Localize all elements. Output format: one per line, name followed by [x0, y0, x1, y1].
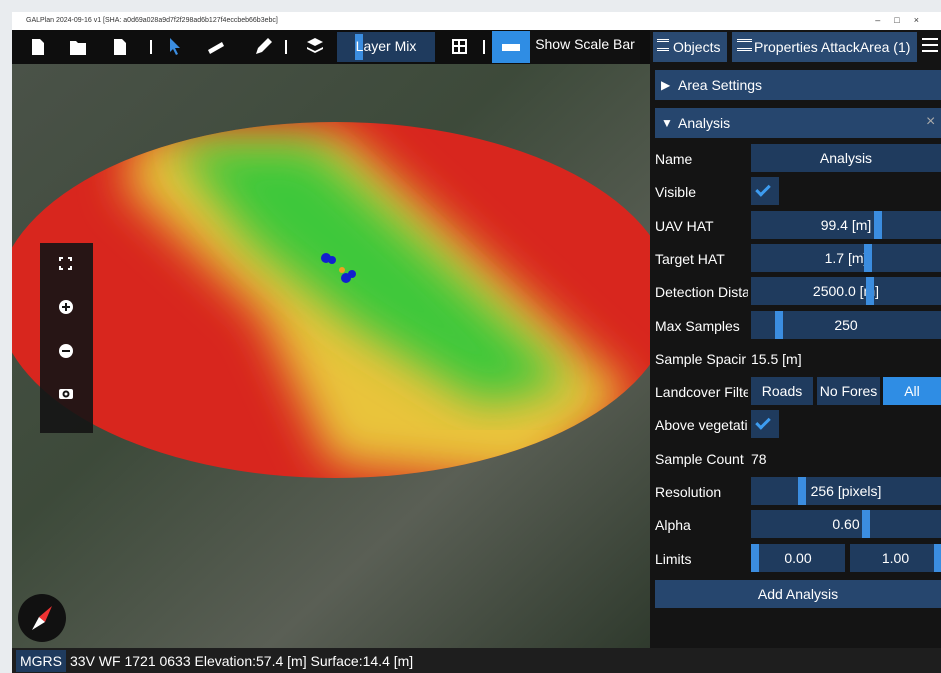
row-value: 78	[751, 450, 767, 467]
row-value: 15.5 [m]	[751, 350, 802, 367]
side-panel: Objects Properties AttackArea (1) ▶ Area Se…	[650, 30, 941, 648]
filter-button[interactable]: No Fores	[817, 377, 880, 406]
row-label: Above vegetati	[655, 417, 748, 434]
row-label: Sample Spacir	[655, 350, 747, 367]
toolbar: Layer Mix Show Scale Bar	[12, 30, 650, 64]
slider-handle[interactable]	[798, 477, 806, 505]
slider-handle[interactable]	[355, 34, 363, 60]
section-title: Analysis	[678, 115, 731, 131]
filter-button[interactable]: All	[883, 377, 941, 406]
row-label: Max Samples	[655, 317, 740, 334]
tooltip: Show Scale Bar	[535, 36, 635, 52]
control-glyphs	[62, 303, 70, 398]
limit-slider[interactable]: 0.00	[751, 543, 845, 572]
ruler-icon	[502, 44, 520, 51]
row-label: Alpha	[655, 517, 691, 534]
row-label: Detection Dista	[655, 284, 748, 301]
objects[interactable]	[321, 253, 356, 283]
status-bar: MGRS 33V WF 1721 0633 Elevation:57.4 [m]…	[12, 648, 941, 673]
slider[interactable]: 99.4 [m]	[751, 210, 941, 239]
slider[interactable]: 0.60	[751, 510, 941, 539]
section-header[interactable]	[655, 70, 941, 100]
section-title: Area Settings	[678, 77, 763, 93]
section-header[interactable]	[655, 108, 941, 138]
row-label: Visible	[655, 184, 696, 201]
slider[interactable]: 1.7 [m]	[751, 243, 941, 272]
panel-tab[interactable]: Objects	[653, 32, 727, 62]
draw-icon[interactable]	[256, 38, 272, 54]
row-label: Sample Count	[655, 450, 744, 467]
row-label: Resolution	[655, 484, 722, 500]
compass-needle	[32, 617, 45, 630]
panel-tab[interactable]: Properties AttackArea (1)	[732, 32, 917, 62]
slider-handle[interactable]	[751, 543, 759, 572]
checkbox[interactable]	[751, 410, 779, 439]
layer-mix-slider[interactable]	[337, 32, 435, 62]
section-arrow: ▶	[661, 78, 671, 92]
layer-mix-label: Layer Mix	[356, 38, 417, 54]
save-icon[interactable]	[114, 39, 126, 55]
title-bar: GALPlan 2024-09-16 v1 [SHA: a0d69a028a9d…	[12, 12, 941, 30]
filter-button[interactable]: Roads	[751, 377, 813, 406]
checkbox[interactable]	[751, 177, 779, 206]
coord-system[interactable]: MGRS	[16, 649, 66, 672]
slider-handle[interactable]	[775, 310, 783, 339]
map-view[interactable]	[12, 64, 650, 648]
close-button[interactable]: ×	[926, 113, 936, 130]
slider-handle[interactable]	[866, 277, 874, 306]
row-label: Limits	[655, 550, 692, 567]
slider-handle[interactable]	[862, 510, 870, 539]
compass-needle	[39, 606, 52, 622]
tab-icon	[737, 39, 752, 51]
slider-handle[interactable]	[934, 543, 941, 572]
separator	[285, 40, 287, 54]
open-icon[interactable]	[70, 41, 86, 55]
status-text: 33V WF 1721 0633 Elevation:57.4 [m] Surf…	[70, 652, 414, 669]
row-label: Landcover Filte	[655, 384, 748, 401]
slider[interactable]: 256 [pixels]	[751, 477, 941, 505]
section-arrow: ▼	[661, 116, 673, 130]
window-title: GALPlan 2024-09-16 v1 [SHA: a0d69a028a9d…	[26, 17, 278, 24]
measure-icon[interactable]	[208, 42, 224, 54]
slider[interactable]: 2500.0 [m]	[751, 277, 941, 306]
coverage-overlay	[12, 122, 650, 478]
slider-handle[interactable]	[874, 210, 882, 239]
menu-button[interactable]	[922, 38, 938, 52]
tab-icon	[657, 39, 669, 51]
separator	[150, 40, 152, 54]
toolbar-icons[interactable]	[32, 31, 530, 63]
window-controls[interactable]: –□×	[875, 15, 933, 25]
limit-slider[interactable]: 1.00	[850, 543, 941, 572]
layers-icon[interactable]	[307, 38, 323, 53]
add-button[interactable]: Add Analysis	[655, 580, 941, 608]
row-label: Name	[655, 151, 693, 167]
text-input[interactable]: Analysis	[751, 144, 941, 172]
slider-handle[interactable]	[864, 243, 872, 272]
new-icon[interactable]	[32, 39, 44, 55]
row-label: Target HAT	[655, 250, 725, 267]
separator	[483, 40, 485, 54]
grid-icon-lines	[453, 40, 466, 53]
map-control-icons[interactable]	[59, 257, 73, 399]
row-label: UAV HAT	[655, 217, 714, 234]
tooltip-bg	[530, 30, 640, 64]
map-controls	[40, 243, 93, 433]
select-icon[interactable]	[170, 38, 180, 55]
